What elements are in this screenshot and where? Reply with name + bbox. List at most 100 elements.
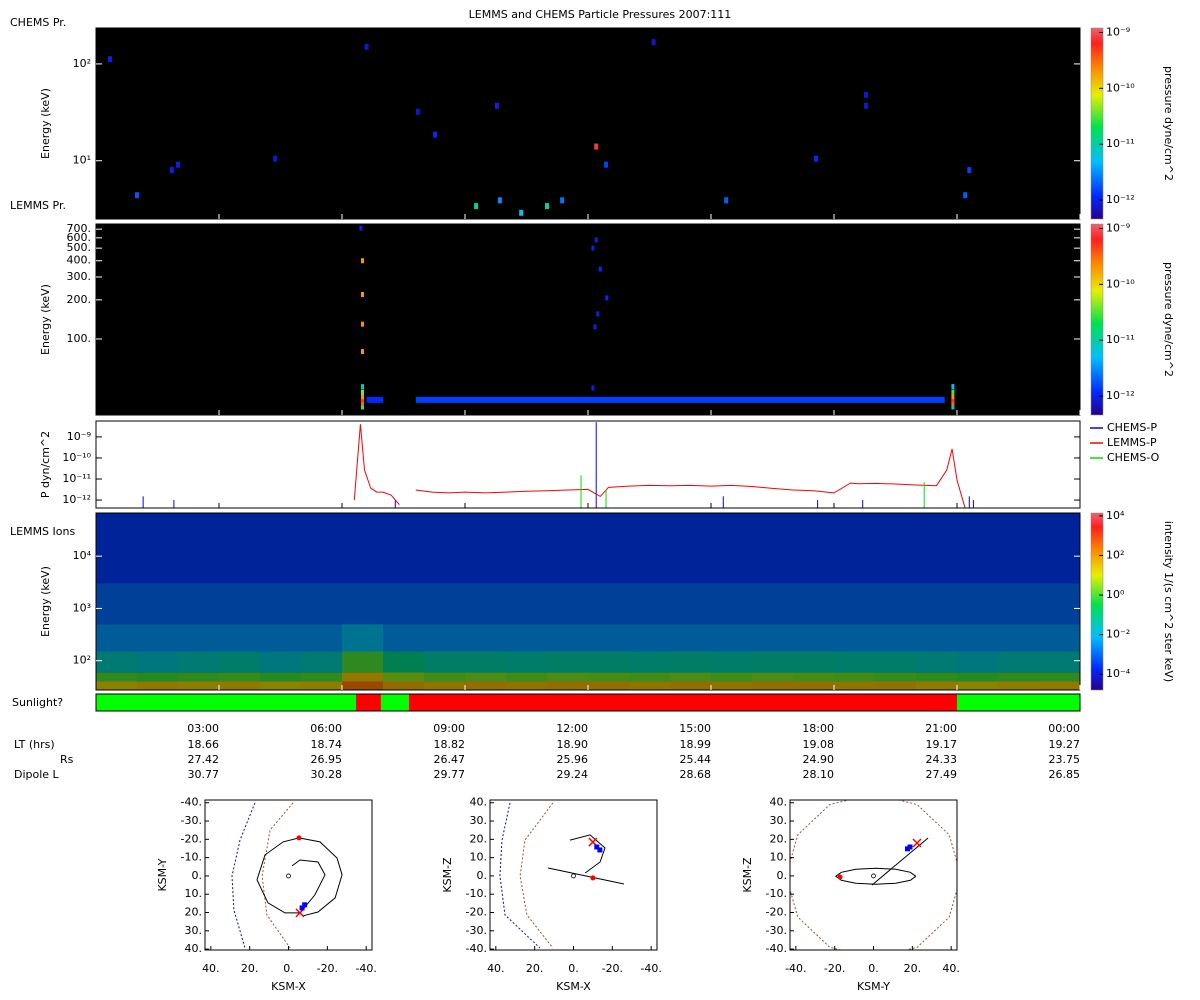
x-tick-label: -20. [824, 962, 845, 975]
spectrogram-cell [834, 681, 875, 690]
y-tick-label: 600. [67, 231, 92, 244]
ephemeris-value: 24.90 [803, 753, 835, 766]
ephemeris-value: 29.24 [557, 768, 589, 781]
x-tick-label: 0. [568, 962, 579, 975]
spectrogram-cell [361, 394, 364, 400]
spectrogram-cell [96, 672, 137, 682]
spectrogram-cell [588, 624, 629, 652]
spectrogram-cell [588, 583, 629, 625]
y-tick-label: 10⁻¹² [62, 493, 91, 506]
colorbar-tick-label: 10⁻⁹ [1106, 221, 1130, 234]
spectrogram-cell [651, 39, 656, 46]
spectrogram-cell [875, 624, 916, 652]
x-tick-label: 06:00 [310, 722, 342, 735]
y-tick-label: 20. [770, 832, 788, 845]
ephemeris-value: 26.95 [311, 753, 343, 766]
ephemeris-value: 30.77 [188, 768, 220, 781]
spectrogram-cell [178, 681, 219, 690]
spectrogram-cell [424, 513, 465, 584]
marker-x [912, 838, 922, 848]
y-tick-label: 40. [770, 796, 788, 809]
y-tick-label: 500. [67, 241, 92, 254]
y-tick-label: 30. [770, 814, 788, 827]
colorbar-tick-label: 10⁻¹¹ [1106, 137, 1135, 150]
spectrogram-cell [593, 324, 597, 330]
spectrogram-cell [494, 102, 499, 109]
spectrogram-cell [137, 651, 178, 673]
boundary-curve [261, 802, 294, 949]
legend-label: CHEMS-O [1107, 451, 1160, 464]
spectrogram-cell [260, 513, 301, 584]
sunlight-segment [355, 694, 381, 711]
y-tick-label: 400. [67, 254, 92, 267]
colorbar-tick-label: 10⁻⁴ [1106, 667, 1131, 680]
spectrogram-cell [752, 583, 793, 625]
spectrogram-cell [96, 513, 137, 584]
spectrogram-cell [342, 583, 383, 625]
y-tick-label: 30. [470, 814, 488, 827]
spectrogram-cell [219, 513, 260, 584]
spectrogram-cell [96, 651, 137, 673]
spectrogram-cell [301, 681, 342, 690]
spectrogram-cell [629, 672, 670, 682]
spectrogram-cell [591, 385, 595, 391]
spectrogram-cell [137, 624, 178, 652]
colorbar-tick-label: 10⁻¹⁰ [1106, 277, 1135, 290]
spectrogram-cell [998, 513, 1039, 584]
ephemeris-value: 28.68 [680, 768, 712, 781]
spectrogram-cell [629, 583, 670, 625]
spectrogram-cell [361, 400, 364, 406]
y-tick-label: 40. [185, 942, 203, 955]
plot-area [142, 422, 974, 508]
spectrogram-cell [670, 624, 711, 652]
spectrogram-cell [178, 672, 219, 682]
spectrogram-cell [361, 258, 364, 264]
y-tick-label: 10² [73, 654, 91, 667]
spectrogram-cell [875, 651, 916, 673]
spectrogram-cell [547, 672, 588, 682]
spectrogram-cell [364, 43, 369, 50]
spectrogram-cell [465, 624, 506, 652]
spectrogram-cell [342, 672, 383, 682]
spectrogram-cell [301, 583, 342, 625]
y-tick-label: -20. [181, 832, 202, 845]
spectrogram-cell [107, 56, 112, 63]
colorbar-tick-label: 10² [1106, 548, 1124, 561]
legend-label: LEMMS-P [1107, 436, 1157, 449]
spectrogram-cell [752, 624, 793, 652]
x-tick-label: 20. [241, 962, 259, 975]
spectrogram-cell [219, 681, 260, 690]
x-tick-label: -40. [355, 962, 376, 975]
marker-dot [837, 874, 843, 880]
trajectory [834, 867, 917, 885]
y-tick-label: 10. [470, 851, 488, 864]
x-tick-label: -40. [640, 962, 661, 975]
colorbar [1090, 27, 1104, 220]
spectrogram-cell [951, 384, 955, 390]
spectrogram-cell [711, 513, 752, 584]
spectrogram-cell [547, 681, 588, 690]
spectrogram-cell [547, 624, 588, 652]
spectrogram-cell [793, 513, 834, 584]
spectrogram-cell [424, 672, 465, 682]
spectrogram-cell [547, 651, 588, 673]
ephemeris-value: 18.66 [188, 738, 220, 751]
spectrogram-cell [260, 624, 301, 652]
x-tick-label: 03:00 [187, 722, 219, 735]
y-tick-label: 20. [470, 832, 488, 845]
spectrogram-cell [96, 681, 137, 690]
spectrogram-cell [178, 624, 219, 652]
spectrogram-cell [670, 651, 711, 673]
y-tick-label: 100. [67, 332, 92, 345]
y-axis-label: P dyn/cm^2 [39, 431, 52, 498]
sunlight-segment [380, 694, 409, 711]
ephemeris-value: 19.27 [1049, 738, 1081, 751]
y-tick-label: 40. [470, 796, 488, 809]
y-axis-label: Energy (keV) [39, 88, 52, 159]
spectrogram-cell [951, 397, 955, 403]
x-tick-label: 0. [283, 962, 294, 975]
spectrogram-cell [506, 583, 547, 625]
x-tick-label: 18:00 [802, 722, 834, 735]
spectrogram-cell [711, 681, 752, 690]
